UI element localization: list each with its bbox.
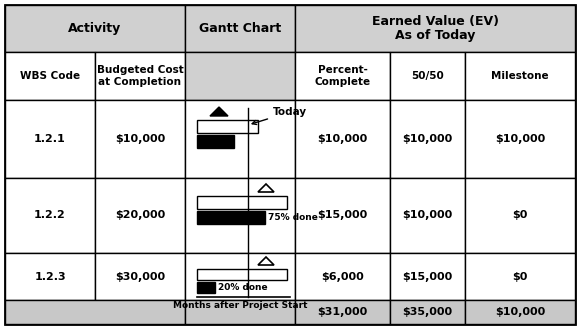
- Bar: [465, 253, 575, 300]
- Bar: [197, 135, 234, 148]
- Bar: [465, 52, 575, 100]
- Text: WBS Code: WBS Code: [20, 71, 80, 81]
- Bar: [295, 300, 390, 324]
- Text: $20,000: $20,000: [115, 211, 165, 220]
- Bar: [197, 196, 287, 209]
- Polygon shape: [258, 257, 274, 265]
- Text: Gantt Chart: Gantt Chart: [199, 22, 281, 35]
- Bar: [5, 52, 95, 100]
- Text: 1.2.2: 1.2.2: [34, 211, 66, 220]
- Text: Months after Project Start: Months after Project Start: [173, 301, 307, 310]
- Bar: [197, 269, 287, 280]
- Text: Activity: Activity: [68, 22, 122, 35]
- Bar: [197, 282, 215, 293]
- Text: 1.2.3: 1.2.3: [34, 271, 66, 282]
- Bar: [95, 253, 185, 300]
- Bar: [465, 178, 575, 253]
- Bar: [5, 253, 95, 300]
- Text: $31,000: $31,000: [317, 307, 368, 317]
- Bar: [197, 120, 258, 133]
- Text: $10,000: $10,000: [495, 134, 545, 144]
- Bar: [5, 100, 95, 178]
- Bar: [185, 52, 295, 100]
- Bar: [185, 100, 295, 178]
- Bar: [390, 300, 465, 324]
- Text: $35,000: $35,000: [403, 307, 452, 317]
- Bar: [197, 211, 264, 224]
- Text: 20% done: 20% done: [218, 283, 267, 292]
- Bar: [5, 300, 185, 324]
- Text: $6,000: $6,000: [321, 271, 364, 282]
- Text: $0: $0: [512, 211, 528, 220]
- Text: 50/50: 50/50: [411, 71, 444, 81]
- Text: Today: Today: [252, 107, 307, 124]
- Bar: [295, 178, 390, 253]
- Bar: [390, 52, 465, 100]
- Text: $10,000: $10,000: [403, 211, 452, 220]
- Bar: [95, 178, 185, 253]
- Bar: [185, 5, 295, 52]
- Bar: [5, 5, 185, 52]
- Text: Percent-
Complete: Percent- Complete: [314, 65, 371, 87]
- Text: $0: $0: [512, 271, 528, 282]
- Text: $10,000: $10,000: [403, 134, 452, 144]
- Bar: [390, 100, 465, 178]
- Text: $10,000: $10,000: [495, 307, 545, 317]
- Text: $10,000: $10,000: [115, 134, 165, 144]
- Bar: [95, 52, 185, 100]
- Polygon shape: [258, 184, 274, 192]
- Text: Budgeted Cost
at Completion: Budgeted Cost at Completion: [97, 65, 183, 87]
- Text: $15,000: $15,000: [403, 271, 452, 282]
- Bar: [185, 300, 295, 324]
- Bar: [295, 253, 390, 300]
- Bar: [465, 100, 575, 178]
- Bar: [95, 100, 185, 178]
- Bar: [390, 178, 465, 253]
- Bar: [390, 253, 465, 300]
- Bar: [465, 300, 575, 324]
- Text: 1.2.1: 1.2.1: [34, 134, 66, 144]
- Text: $15,000: $15,000: [317, 211, 368, 220]
- Bar: [295, 52, 390, 100]
- Bar: [295, 100, 390, 178]
- Bar: [295, 5, 575, 52]
- Bar: [185, 178, 295, 253]
- Bar: [185, 253, 295, 300]
- Text: $10,000: $10,000: [317, 134, 368, 144]
- Polygon shape: [210, 107, 228, 116]
- Text: 75% done: 75% done: [267, 213, 317, 222]
- Text: Earned Value (EV)
As of Today: Earned Value (EV) As of Today: [372, 14, 498, 42]
- Bar: [5, 178, 95, 253]
- Text: $30,000: $30,000: [115, 271, 165, 282]
- Text: Milestone: Milestone: [491, 71, 549, 81]
